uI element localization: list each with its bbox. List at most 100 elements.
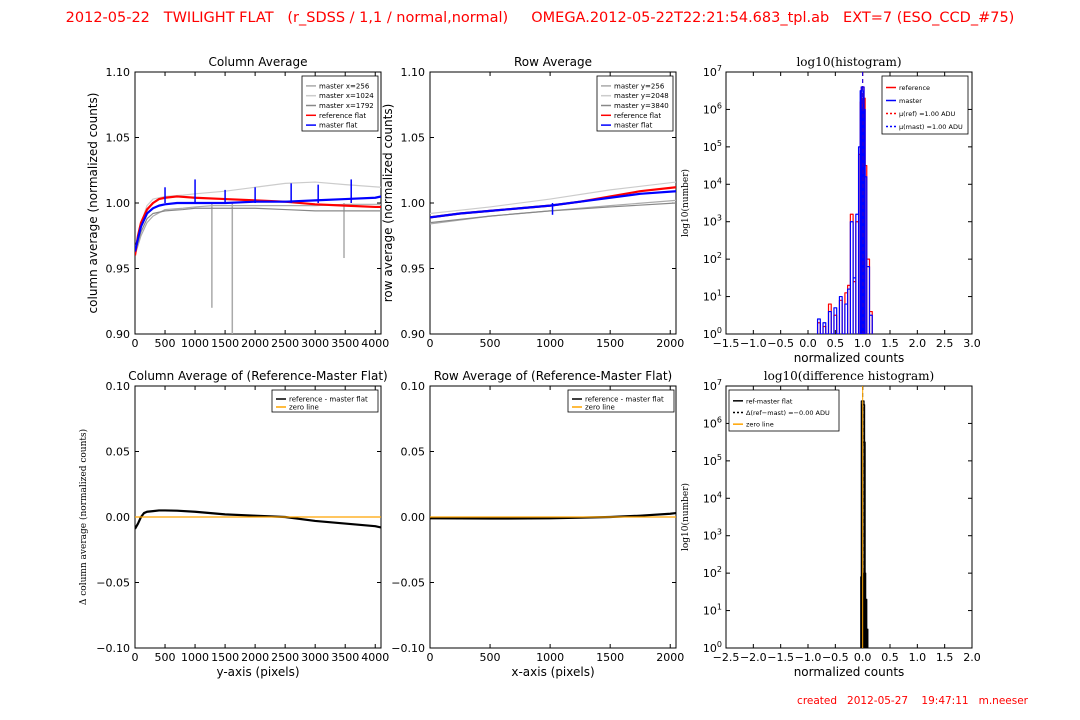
x-tick-label: 1500 [596, 337, 624, 350]
chart-diff-hist: log10(difference histogram)−2.5 −2.0 −1.5−… [680, 369, 981, 679]
chart-col-avg: Column Average 0 500 1000 1500 2000 2500 3000 35… [86, 55, 389, 350]
y-axis-label: Δ column average (normalized counts) [78, 429, 89, 605]
legend-label: master y=3840 [614, 102, 669, 110]
x-tick-label: −1.5 [713, 337, 740, 350]
legend-box [881, 75, 969, 135]
legend-label: zero line [585, 404, 615, 412]
legend-label: ref-master flat [746, 397, 793, 405]
y-tick-label: 0.90 [401, 328, 426, 341]
x-tick-label: −0.5 [822, 651, 849, 664]
y-tick-label: 0.05 [106, 446, 131, 459]
y-tick-label: 104 [703, 176, 722, 191]
plot-lines [430, 511, 676, 520]
x-tick-label: 2000 [241, 651, 269, 664]
chart-title: Row Average of (Reference-Master Flat) [434, 369, 672, 383]
series-line-master [816, 86, 873, 334]
x-tick-label: 500 [480, 337, 501, 350]
x-tick-label: 0.0 [854, 651, 872, 664]
x-tick-label: 2000 [241, 337, 269, 350]
y-tick-label: 103 [703, 528, 722, 543]
chart-row-avg: Row Average 0 500 1000 1500 2000 0.90 0.95 1.00 1… [381, 55, 684, 350]
chart-row-diff: Row Average of (Reference-Master Flat) 0 5… [391, 369, 684, 679]
legend-label: reference - master flat [289, 396, 368, 404]
y-tick-label: 101 [703, 289, 722, 304]
legend-box [728, 389, 840, 432]
legend-box [567, 389, 675, 413]
y-tick-label: 1.05 [401, 132, 426, 145]
x-axis-label: normalized counts [794, 665, 905, 679]
x-tick-label: −0.5 [767, 337, 794, 350]
y-tick-label: −0.05 [96, 577, 130, 590]
y-tick-label: 103 [703, 214, 722, 229]
legend-label: reference flat [614, 112, 661, 120]
plot-lines [135, 509, 381, 530]
series-line-reference-master-flat [135, 509, 381, 530]
series-line-master-y-2048 [430, 181, 676, 215]
y-tick-label: 0.95 [401, 263, 426, 276]
plot-lines [816, 72, 873, 334]
y-axis-label: log10(number) [680, 169, 691, 237]
x-tick-label: 500 [480, 651, 501, 664]
legend: master x=256 master x=1024 master x=1792 re… [301, 75, 379, 132]
y-tick-label: 0.90 [106, 328, 131, 341]
y-tick-label: 101 [703, 603, 722, 618]
x-tick-label: 1500 [596, 651, 624, 664]
series-line-master-x-1792 [135, 207, 381, 253]
legend-label: master y=256 [614, 82, 665, 90]
x-tick-label: 0 [427, 337, 434, 350]
y-tick-label: −0.05 [391, 577, 425, 590]
legend-box [271, 389, 379, 413]
x-tick-label: 2.0 [909, 337, 927, 350]
y-tick-label: −0.10 [391, 642, 425, 655]
series-line-reference-flat [135, 195, 381, 256]
legend-label: master flat [614, 122, 653, 130]
x-tick-label: 2500 [271, 651, 299, 664]
plot-lines [860, 386, 869, 648]
chart-title: Column Average [208, 55, 307, 69]
y-tick-label: 102 [703, 251, 722, 266]
x-tick-label: 3500 [331, 337, 359, 350]
x-tick-label: 2500 [271, 337, 299, 350]
y-tick-label: 1.10 [106, 66, 131, 79]
y-tick-label: 105 [703, 139, 722, 154]
legend-label: reference flat [319, 112, 366, 120]
legend-label: master x=1024 [319, 92, 374, 100]
x-tick-label: 1000 [536, 651, 564, 664]
x-tick-label: 1.0 [909, 651, 927, 664]
x-tick-label: 1000 [181, 651, 209, 664]
y-tick-label: 0.95 [106, 263, 131, 276]
plot-lines [135, 179, 381, 334]
x-tick-label: 1.0 [854, 337, 872, 350]
legend-label: master [899, 97, 922, 105]
plot-lines [430, 181, 676, 225]
y-tick-label: 0.00 [401, 511, 426, 524]
series-line-master-flat [430, 190, 676, 219]
x-tick-label: 1.5 [936, 651, 954, 664]
legend-label: master y=2048 [614, 92, 669, 100]
y-tick-label: 1.10 [401, 66, 426, 79]
x-tick-label: 1500 [211, 337, 239, 350]
series-line-master-flat [135, 195, 381, 252]
legend-label: zero line [746, 421, 774, 429]
created-footer: created 2012-05-27 19:47:11 m.neeser [797, 695, 1028, 707]
y-tick-label: 0.00 [106, 511, 131, 524]
x-tick-label: 2000 [656, 651, 684, 664]
legend-label: μ(mast) =1.00 ADU [899, 123, 963, 131]
y-tick-label: 102 [703, 565, 722, 580]
chart-title: log10(difference histogram) [764, 369, 934, 383]
x-tick-label: 1000 [181, 337, 209, 350]
y-tick-label: 1.05 [106, 132, 131, 145]
x-tick-label: 3500 [331, 651, 359, 664]
y-axis-label: column average (normalized counts) [86, 93, 100, 314]
y-tick-label: 107 [703, 378, 722, 393]
y-tick-label: 104 [703, 490, 722, 505]
legend: reference master μ(ref) =1.00 ADU μ(mast) =… [881, 75, 969, 135]
legend-label: μ(ref) =1.00 ADU [899, 110, 956, 118]
legend-label: master flat [319, 122, 358, 130]
chart-title: log10(histogram) [796, 55, 901, 69]
y-tick-label: 1.00 [401, 197, 426, 210]
chart-col-diff: Column Average of (Reference-Master Flat… [78, 369, 389, 679]
